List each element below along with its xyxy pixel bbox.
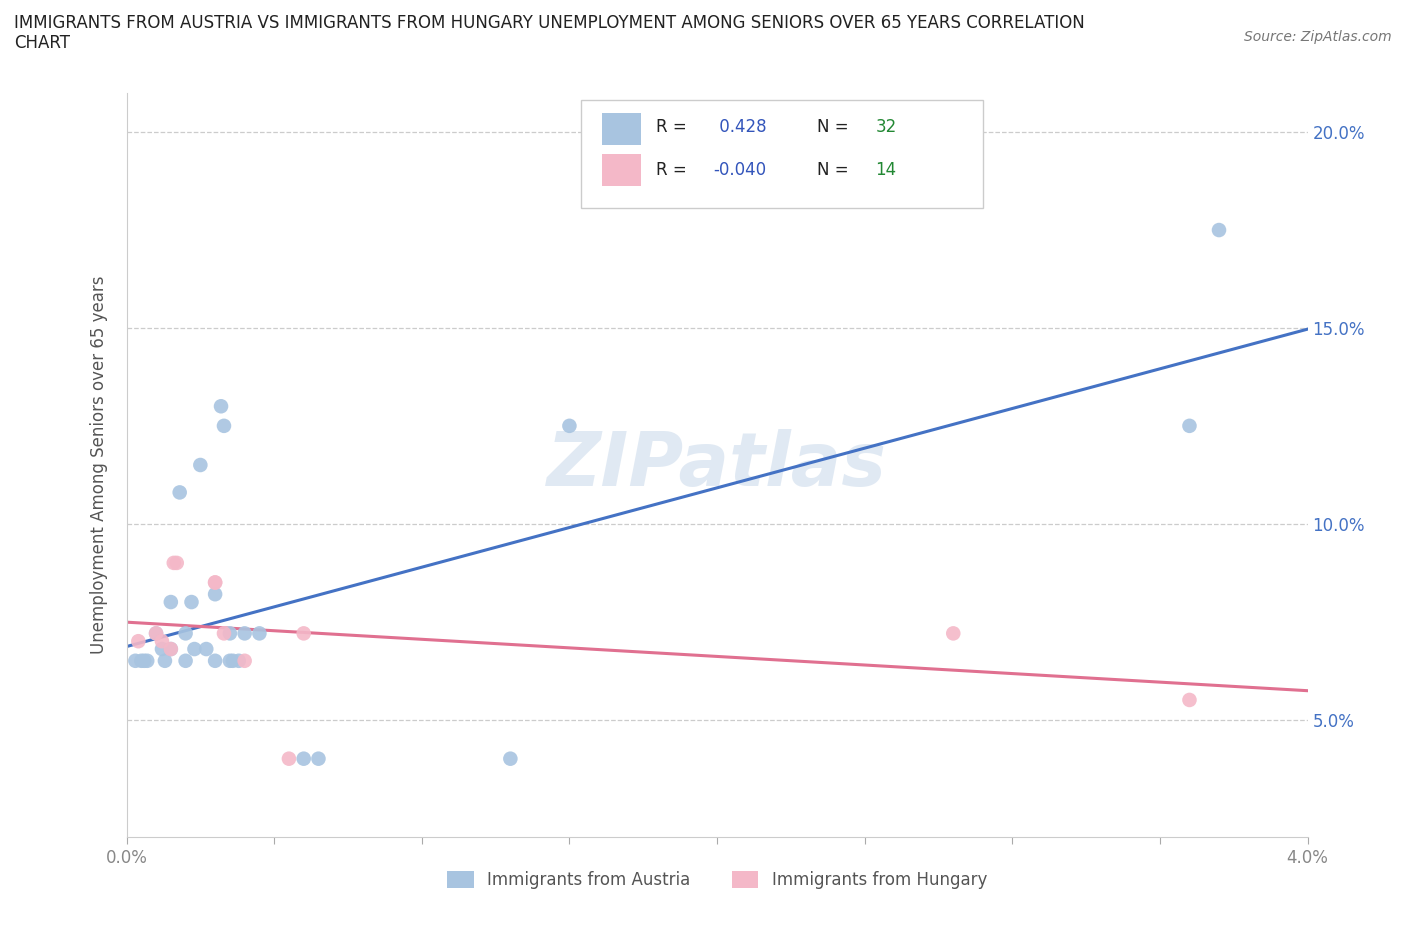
Point	[209, 399, 232, 414]
Point	[169, 485, 191, 499]
Point	[204, 654, 226, 669]
Point	[129, 654, 153, 669]
FancyBboxPatch shape	[581, 100, 983, 208]
Point	[204, 575, 226, 590]
Point	[166, 555, 188, 570]
Point	[153, 654, 176, 669]
Point	[174, 654, 197, 669]
Point	[180, 594, 202, 609]
Point	[204, 575, 226, 590]
Point	[1208, 222, 1230, 237]
Point	[136, 654, 159, 669]
Point	[278, 751, 301, 766]
Point	[558, 418, 581, 433]
Point	[307, 751, 329, 766]
Point	[127, 633, 149, 648]
Point	[219, 626, 242, 641]
Text: IMMIGRANTS FROM AUSTRIA VS IMMIGRANTS FROM HUNGARY UNEMPLOYMENT AMONG SENIORS OV: IMMIGRANTS FROM AUSTRIA VS IMMIGRANTS FR…	[14, 14, 1085, 32]
Point	[183, 642, 205, 657]
Text: ZIPatlas: ZIPatlas	[547, 429, 887, 501]
Point	[160, 642, 183, 657]
Point	[195, 642, 218, 657]
Point	[145, 626, 167, 641]
Point	[1178, 418, 1201, 433]
Y-axis label: Unemployment Among Seniors over 65 years: Unemployment Among Seniors over 65 years	[90, 276, 108, 654]
Point	[233, 626, 256, 641]
Point	[204, 587, 226, 602]
Text: N =: N =	[817, 161, 855, 179]
Text: 32: 32	[876, 118, 897, 136]
Point	[219, 654, 242, 669]
Point	[163, 555, 186, 570]
Point	[212, 626, 235, 641]
Point	[1178, 693, 1201, 708]
Legend: Immigrants from Austria, Immigrants from Hungary: Immigrants from Austria, Immigrants from…	[440, 864, 994, 896]
Point	[124, 654, 146, 669]
Text: R =: R =	[655, 161, 692, 179]
Bar	[603, 113, 641, 145]
Text: Source: ZipAtlas.com: Source: ZipAtlas.com	[1244, 30, 1392, 44]
Bar	[603, 154, 641, 186]
Point	[233, 654, 256, 669]
Point	[134, 654, 156, 669]
Point	[188, 458, 212, 472]
Text: 0.428: 0.428	[713, 118, 766, 136]
Point	[222, 654, 245, 669]
Point	[150, 642, 173, 657]
Point	[212, 418, 235, 433]
Text: -0.040: -0.040	[713, 161, 766, 179]
Point	[942, 626, 965, 641]
Point	[292, 751, 315, 766]
Point	[249, 626, 271, 641]
Point	[150, 633, 173, 648]
Point	[145, 626, 167, 641]
Point	[160, 594, 183, 609]
Point	[228, 654, 250, 669]
Text: R =: R =	[655, 118, 692, 136]
Text: CHART: CHART	[14, 34, 70, 52]
Point	[292, 626, 315, 641]
Text: 14: 14	[876, 161, 897, 179]
Point	[160, 642, 183, 657]
Point	[174, 626, 197, 641]
Text: N =: N =	[817, 118, 855, 136]
Point	[499, 751, 522, 766]
